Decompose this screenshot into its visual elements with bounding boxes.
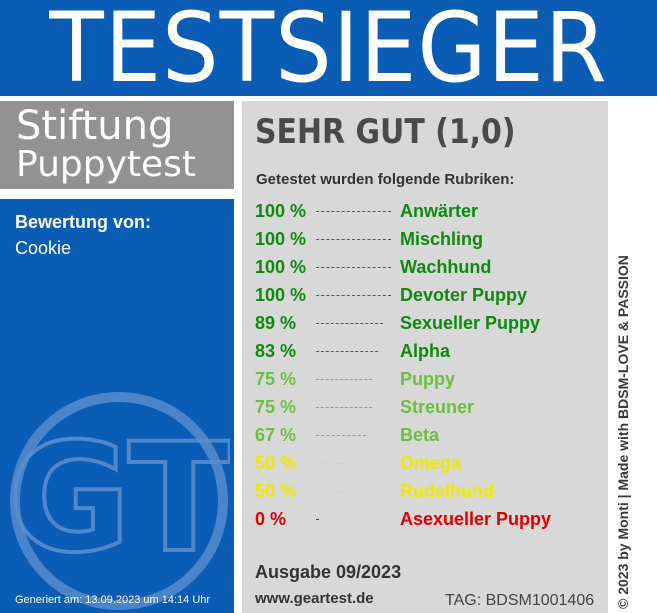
evaluation-label: Bewertung von: [15, 212, 152, 232]
category-percent: 0 % [255, 509, 287, 529]
category-score-line [316, 435, 366, 436]
category-name: Puppy [400, 369, 456, 389]
category-name: Alpha [400, 341, 451, 361]
category-name: Beta [400, 425, 440, 445]
category-name: Rudelhund [400, 481, 494, 501]
headline-title: TESTSIEGER [49, 0, 608, 104]
result-card [242, 101, 608, 613]
evaluation-value: Cookie [15, 238, 72, 258]
category-score-line [316, 379, 372, 380]
category-percent: 100 % [255, 285, 307, 305]
header-banner: TESTSIEGER [0, 0, 657, 98]
category-percent: 89 % [255, 313, 297, 333]
issue-label: Ausgabe 09/2023 [255, 562, 402, 582]
category-percent: 83 % [255, 341, 297, 361]
category-name: Wachhund [400, 257, 492, 277]
category-score-line [316, 519, 319, 520]
category-percent: 75 % [255, 369, 297, 389]
category-name: Asexueller Puppy [400, 509, 552, 529]
grade-title: SEHR GUT (1,0) [255, 112, 516, 152]
category-percent: 50 % [255, 481, 297, 501]
category-percent: 67 % [255, 425, 297, 445]
category-name: Devoter Puppy [400, 285, 528, 305]
tag-label: TAG: BDSM1001406 [445, 592, 595, 609]
category-score-line [316, 491, 354, 492]
category-score-line [316, 211, 391, 212]
credit-strip [608, 101, 657, 613]
category-percent: 50 % [255, 453, 297, 473]
category-percent: 100 % [255, 257, 307, 277]
gt-seal-icon: GT [8, 392, 230, 610]
credit-text: © 2023 by Monti | Made with BDSM-LOVE & … [615, 255, 631, 609]
brand-line-1: Stiftung [16, 103, 174, 149]
category-percent: 100 % [255, 201, 307, 221]
category-score-line [316, 463, 354, 464]
category-percent: 100 % [255, 229, 307, 249]
category-percent: 75 % [255, 397, 297, 417]
category-name: Mischling [400, 229, 484, 249]
category-name: Anwärter [400, 201, 479, 221]
left-divider [0, 189, 234, 199]
category-score-line [316, 351, 378, 352]
vertical-divider [234, 101, 242, 613]
categories-subtitle: Getestet wurden folgende Rubriken: [256, 171, 515, 188]
website-label: www.geartest.de [255, 590, 374, 607]
category-name: Streuner [400, 397, 475, 417]
category-name: Sexueller Puppy [400, 313, 541, 333]
category-score-line [316, 323, 383, 324]
header-divider [0, 96, 657, 101]
category-score-line [316, 267, 391, 268]
generated-timestamp: Generiert am: 13.09.2023 um 14:14 Uhr [15, 594, 211, 606]
category-score-line [316, 407, 372, 408]
brand-line-2: Puppytest [16, 144, 197, 185]
category-score-line [316, 295, 391, 296]
category-score-line [316, 239, 391, 240]
brand-block: Stiftung Puppytest [0, 101, 234, 189]
category-name: Omega [400, 453, 462, 473]
left-panel [0, 199, 234, 613]
logo-text: GT [8, 412, 230, 586]
